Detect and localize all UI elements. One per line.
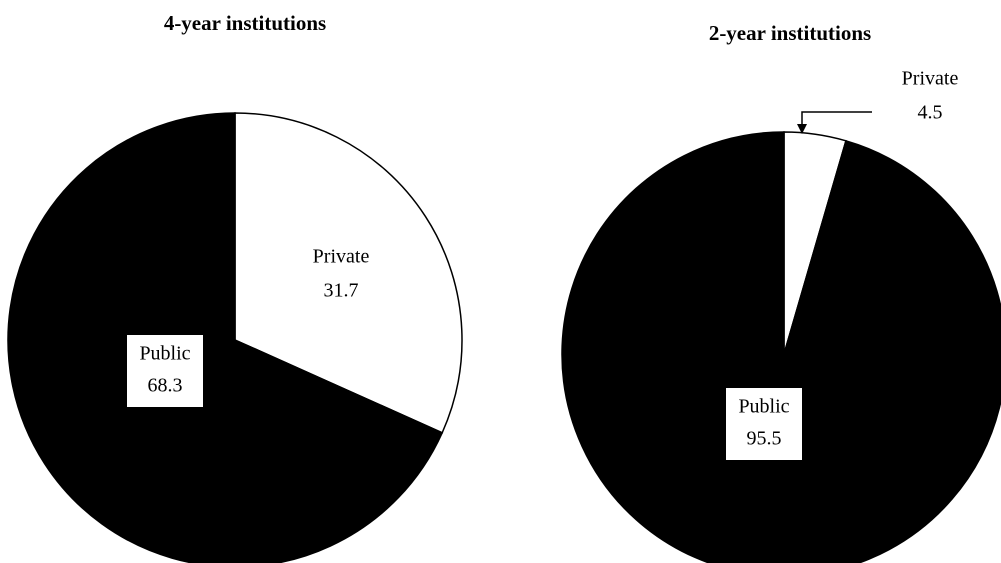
callout-arrow (797, 111, 872, 134)
slice-label: Private (902, 68, 959, 90)
pie-slice (7, 112, 444, 563)
slice-label: Public (738, 396, 789, 418)
slice-value: 4.5 (918, 102, 943, 124)
chart-title: 4-year institutions (164, 11, 326, 35)
slice-value: 95.5 (747, 428, 782, 450)
pie-slice (234, 112, 463, 434)
slice-label: Private (313, 246, 370, 268)
chart-title: 2-year institutions (709, 21, 871, 45)
slice-value: 68.3 (148, 375, 183, 397)
slice-value: 31.7 (324, 280, 359, 302)
label-box (726, 388, 802, 460)
slice-label: Public (139, 343, 190, 365)
pie-slice (561, 131, 1001, 563)
label-box (127, 335, 203, 407)
